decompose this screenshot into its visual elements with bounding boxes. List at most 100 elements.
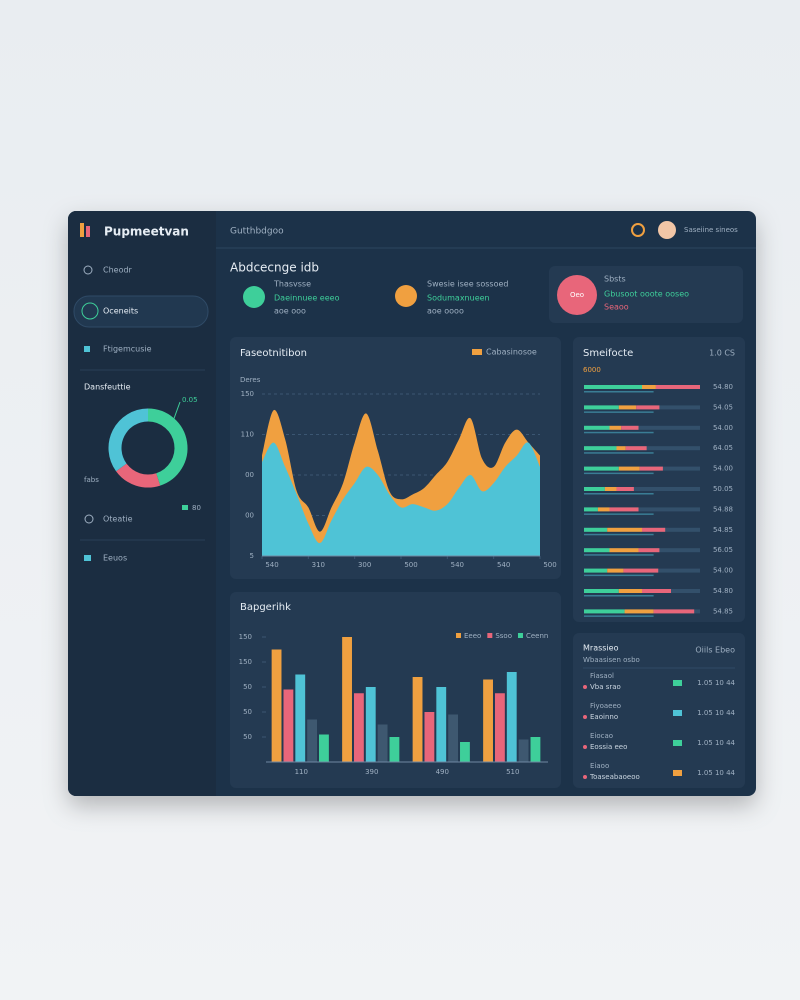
bar-segment — [624, 609, 654, 614]
legend-swatch — [472, 349, 482, 355]
area — [262, 442, 540, 556]
x-tick-label: 540 — [265, 561, 278, 569]
row-value: 1.05 10 44 — [697, 769, 735, 777]
bar — [389, 737, 400, 762]
nav-item[interactable]: Oteatie — [103, 515, 133, 524]
notification-icon[interactable] — [631, 223, 645, 237]
bar-segment — [625, 446, 647, 451]
bar — [436, 687, 447, 762]
row-chip — [673, 680, 682, 686]
row-chip — [673, 710, 682, 716]
avatar[interactable] — [658, 221, 676, 239]
nav-icon — [83, 265, 93, 275]
kpi-value: Sodumaxnueen — [427, 294, 490, 303]
nav-item[interactable]: Cheodr — [103, 266, 133, 275]
y-tick-label: 00 — [245, 512, 254, 520]
track — [584, 507, 700, 512]
bar-segment — [638, 548, 660, 553]
active-item — [73, 295, 209, 328]
row-title: Fiyoaeeo — [590, 702, 621, 710]
bar-segment — [653, 609, 695, 614]
nav-item[interactable]: Ftigemcusie — [103, 345, 152, 354]
search[interactable]: Gutthbdgoo — [230, 227, 284, 237]
chart-corner: 1.0 CS — [709, 349, 735, 358]
bar — [377, 724, 388, 762]
nav-item[interactable]: Eeuos — [103, 554, 127, 563]
row-label: 54.88 — [713, 505, 733, 513]
bar — [424, 712, 435, 762]
bar — [483, 679, 493, 762]
bar-segment — [607, 527, 642, 532]
kpi-label: Thasvsse — [273, 280, 311, 289]
list-title: Mrassieo — [583, 644, 619, 653]
kpi-sub: aoe oooo — [427, 307, 464, 316]
row-title: Eiaoo — [590, 762, 609, 770]
donut-label: 0.05 — [182, 396, 198, 404]
kpi-card — [549, 266, 743, 323]
kpi-icon — [243, 286, 265, 308]
kpi-badge-text: Oeo — [570, 291, 584, 299]
x-tick-label: 490 — [436, 768, 449, 776]
legend-label: 80 — [192, 504, 201, 512]
row-chip — [673, 770, 682, 776]
track-line — [584, 595, 654, 597]
legend-swatch — [487, 633, 493, 638]
row-bullet — [583, 775, 587, 779]
bar-segment — [639, 466, 663, 471]
kpi-sub: aoe ooo — [274, 307, 306, 316]
nav-icon — [84, 346, 90, 352]
legend-swatch — [517, 633, 523, 638]
x-tick-label: 110 — [295, 768, 308, 776]
bar-segment — [618, 589, 642, 593]
bar — [518, 739, 529, 762]
bar-segment — [623, 568, 659, 573]
row-title: Fiasaol — [590, 672, 614, 680]
chart-title: Faseotnitibon — [240, 348, 307, 359]
track-line — [584, 472, 654, 475]
row-label: 56.05 — [713, 546, 733, 554]
donut-segment — [108, 408, 149, 472]
donut-label: fabs — [84, 476, 99, 484]
kpi-label: Sbsts — [604, 275, 626, 284]
bar-segment — [584, 466, 619, 471]
bar — [448, 714, 459, 762]
kpi-value: Daeinnuee eeeo — [274, 294, 340, 303]
bar — [365, 687, 376, 762]
track-line — [584, 391, 654, 393]
x-tick-label: 500 — [404, 561, 417, 569]
nav-icon — [81, 302, 99, 320]
row-sub: Vba srao — [590, 683, 621, 691]
legend-swatch — [182, 505, 188, 510]
x-tick-label: 300 — [358, 561, 371, 569]
bar-segment — [642, 527, 666, 532]
row-label: 54.85 — [713, 607, 733, 615]
list-subtitle: Wbaasisen osbo — [583, 656, 640, 664]
row-value: 1.05 10 44 — [697, 709, 735, 717]
bar-segment — [616, 446, 626, 451]
bar-segment — [616, 487, 634, 491]
nav-item[interactable]: Oceneits — [103, 307, 138, 316]
legend-label: Eeeo — [464, 632, 481, 640]
bar-segment — [584, 568, 608, 573]
row-value: 1.05 10 44 — [697, 739, 735, 747]
bar-segment — [584, 385, 642, 389]
bar — [530, 737, 541, 762]
kpi-sub: Seaoo — [604, 303, 629, 312]
track-line — [584, 513, 654, 515]
user-name[interactable]: Saseiine sineos — [684, 226, 738, 234]
bar — [412, 677, 423, 762]
bar-segment — [618, 405, 637, 410]
kpi-icon — [395, 285, 417, 307]
list-header: Oiils Ebeo — [695, 646, 735, 655]
bar-segment — [604, 487, 617, 491]
chart-subtitle: 6000 — [583, 366, 601, 374]
track-line — [584, 554, 654, 556]
kpi-value: Gbusoot ooote ooseo — [604, 290, 689, 299]
bar-segment — [584, 405, 619, 410]
row-sub: Eossia eeo — [590, 743, 627, 751]
donut-title: Dansfeuttie — [84, 383, 131, 392]
y-axis-label: Deres — [240, 376, 261, 384]
bar — [295, 674, 306, 762]
legend-swatch — [456, 633, 461, 638]
